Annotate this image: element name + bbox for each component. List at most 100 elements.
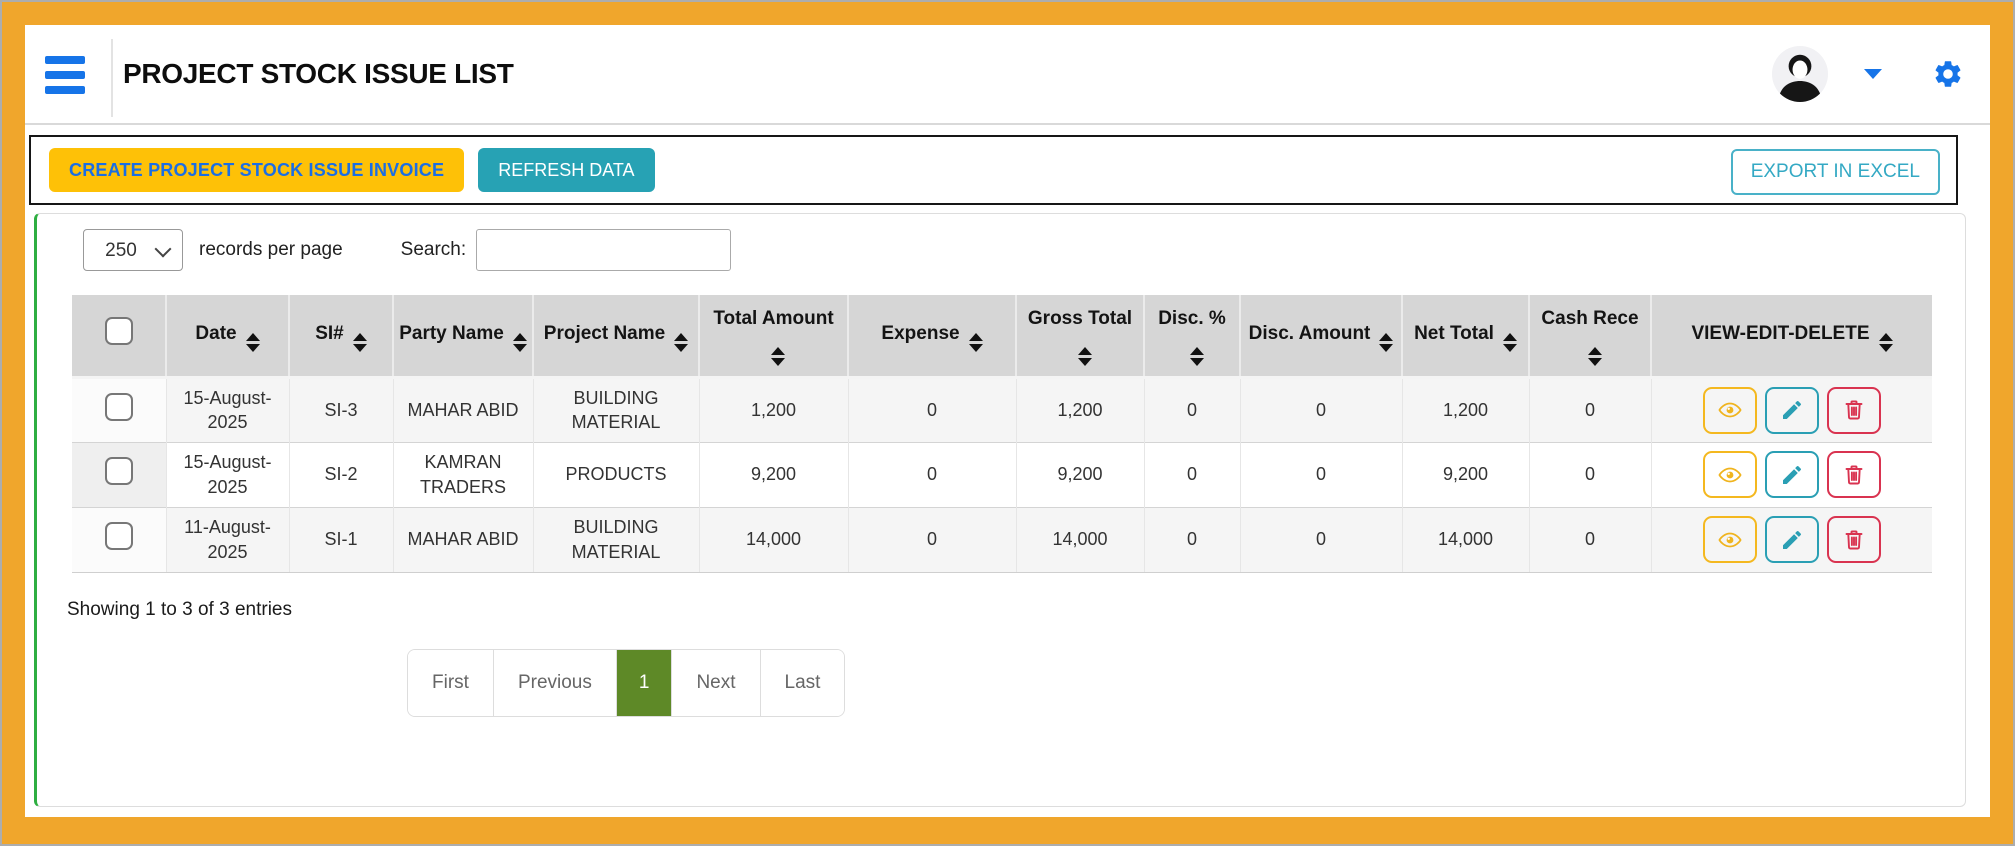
- cell-disc-amount: 0: [1239, 441, 1402, 507]
- sort-icon: [1077, 347, 1092, 367]
- col-si[interactable]: SI#: [288, 295, 393, 379]
- sort-icon: [352, 332, 367, 352]
- cell-party: MAHAR ABID: [392, 376, 533, 442]
- stock-issue-table: Date SI# Party Name Project Name Total Amoun…: [72, 295, 1932, 573]
- cell-select: [72, 376, 166, 442]
- cell-net-total: 9,200: [1401, 441, 1529, 507]
- page-first[interactable]: First: [408, 649, 493, 716]
- table-header-row: Date SI# Party Name Project Name Total Amoun…: [72, 295, 1932, 379]
- col-net-total[interactable]: Net Total: [1401, 295, 1529, 379]
- cell-disc-percent: 0: [1143, 506, 1240, 573]
- col-total-amount[interactable]: Total Amount: [698, 295, 848, 379]
- view-button[interactable]: [1702, 516, 1757, 563]
- page-title: PROJECT STOCK ISSUE LIST: [123, 58, 514, 89]
- cell-party: KAMRAN TRADERS: [392, 441, 533, 507]
- refresh-data-button[interactable]: REFRESH DATA: [478, 148, 655, 192]
- cell-gross-total: 1,200: [1015, 376, 1144, 442]
- cell-project: PRODUCTS: [532, 441, 699, 507]
- column-label: Cash Rece: [1541, 308, 1639, 330]
- column-label: Disc. %: [1158, 308, 1226, 330]
- sort-icon: [1502, 332, 1517, 352]
- col-expense[interactable]: Expense: [847, 295, 1016, 379]
- list-card: 250 records per page Search: Date SI# Part…: [34, 213, 1966, 807]
- chevron-down-icon[interactable]: [1864, 69, 1882, 79]
- select-all-checkbox[interactable]: [104, 316, 133, 345]
- user-avatar[interactable]: [1772, 46, 1828, 102]
- view-button[interactable]: [1702, 451, 1757, 498]
- col-disc-amount[interactable]: Disc. Amount: [1239, 295, 1402, 379]
- cell-actions: [1650, 376, 1932, 442]
- sort-icon: [1587, 347, 1602, 367]
- hamburger-menu-icon[interactable]: [45, 56, 85, 94]
- cell-select: [72, 506, 166, 573]
- delete-button[interactable]: [1826, 386, 1881, 434]
- view-button[interactable]: [1702, 386, 1757, 434]
- col-view-edit-delete[interactable]: VIEW-EDIT-DELETE: [1650, 295, 1932, 379]
- row-checkbox[interactable]: [104, 522, 133, 551]
- cell-net-total: 1,200: [1401, 376, 1529, 442]
- cell-si: SI-2: [288, 441, 393, 507]
- create-invoice-button[interactable]: CREATE PROJECT STOCK ISSUE INVOICE: [49, 148, 465, 192]
- col-gross-total[interactable]: Gross Total: [1015, 295, 1144, 379]
- column-label: Gross Total: [1027, 308, 1133, 330]
- sort-icon: [512, 332, 527, 352]
- edit-icon: [1782, 400, 1801, 419]
- page-last[interactable]: Last: [759, 649, 845, 716]
- gear-icon[interactable]: [1932, 58, 1964, 90]
- edit-button[interactable]: [1764, 451, 1819, 498]
- pagination: First Previous 1 Next Last: [407, 648, 846, 717]
- page-previous[interactable]: Previous: [492, 649, 616, 716]
- table-row: 11-August-2025 SI-1 MAHAR ABID BUILDING MAT…: [72, 506, 1932, 573]
- search-label: Search:: [400, 239, 467, 260]
- cell-cash-rece: 0: [1528, 506, 1651, 573]
- page-1[interactable]: 1: [615, 649, 672, 716]
- column-label: Disc. Amount: [1248, 322, 1371, 344]
- table-row: 15-August-2025 SI-3 MAHAR ABID BUILDING MAT…: [72, 376, 1932, 442]
- page-content: PROJECT STOCK ISSUE LIST CREATE PROJECT …: [25, 25, 1990, 817]
- page-size-select[interactable]: 250: [83, 229, 183, 271]
- edit-icon: [1782, 530, 1801, 549]
- search-input[interactable]: [476, 229, 732, 271]
- column-label: SI#: [315, 322, 344, 344]
- column-label: VIEW-EDIT-DELETE: [1691, 322, 1870, 344]
- row-checkbox[interactable]: [104, 457, 133, 486]
- export-excel-button[interactable]: EXPORT IN EXCEL: [1730, 149, 1940, 195]
- table-row: 15-August-2025 SI-2 KAMRAN TRADERS PRODUCTS…: [72, 441, 1932, 507]
- cell-disc-amount: 0: [1239, 506, 1402, 573]
- row-checkbox[interactable]: [104, 392, 133, 421]
- view-icon: [1718, 467, 1742, 482]
- cell-expense: 0: [847, 376, 1016, 442]
- cell-expense: 0: [847, 441, 1016, 507]
- col-party-name[interactable]: Party Name: [392, 295, 533, 379]
- cell-select: [72, 441, 166, 507]
- delete-button[interactable]: [1826, 516, 1881, 563]
- column-label: Net Total: [1414, 322, 1494, 344]
- col-cash-rece[interactable]: Cash Rece: [1528, 295, 1651, 379]
- delete-icon: [1845, 464, 1863, 484]
- cell-total-amount: 1,200: [698, 376, 848, 442]
- cell-party: MAHAR ABID: [392, 506, 533, 573]
- showing-entries-text: Showing 1 to 3 of 3 entries: [67, 598, 292, 620]
- page-size-select-wrap: 250: [83, 229, 183, 271]
- cell-project: BUILDING MATERIAL: [532, 376, 699, 442]
- sort-icon: [245, 332, 260, 352]
- column-label: Project Name: [543, 322, 666, 344]
- delete-button[interactable]: [1826, 451, 1881, 498]
- edit-button[interactable]: [1764, 516, 1819, 563]
- delete-icon: [1845, 400, 1863, 420]
- cell-expense: 0: [847, 506, 1016, 573]
- view-icon: [1718, 532, 1742, 547]
- page-next[interactable]: Next: [671, 649, 760, 716]
- cell-disc-percent: 0: [1143, 441, 1240, 507]
- cell-si: SI-1: [288, 506, 393, 573]
- col-project-name[interactable]: Project Name: [532, 295, 699, 379]
- header-divider: [111, 39, 113, 117]
- toolbar: CREATE PROJECT STOCK ISSUE INVOICE REFRE…: [29, 135, 1958, 205]
- column-label: Date: [195, 322, 237, 344]
- col-disc[interactable]: Disc. %: [1143, 295, 1240, 379]
- edit-button[interactable]: [1764, 386, 1819, 434]
- cell-disc-percent: 0: [1143, 376, 1240, 442]
- cell-date: 15-August-2025: [165, 376, 289, 442]
- col-date[interactable]: Date: [165, 295, 289, 379]
- records-per-page-label: records per page: [199, 239, 343, 260]
